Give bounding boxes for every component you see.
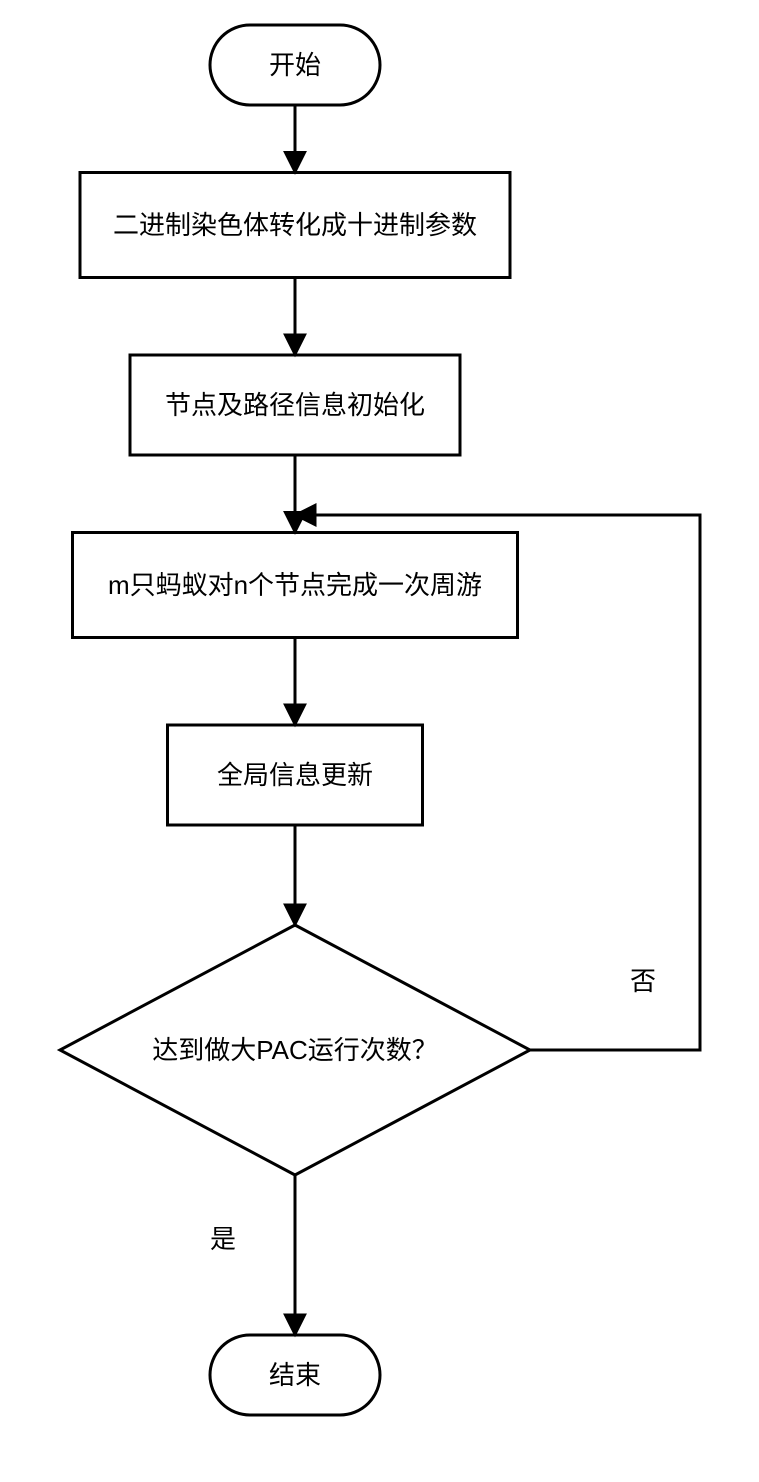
update-label: 全局信息更新: [217, 760, 373, 790]
edge-label-decide-end: 是: [210, 1224, 236, 1254]
decide-label: 达到做大PAC运行次数？: [152, 1035, 438, 1065]
end-label: 结束: [269, 1360, 321, 1390]
convert-label: 二进制染色体转化成十进制参数: [113, 210, 477, 240]
edge-label-decide-ants: 否: [630, 966, 656, 996]
ants-label: m只蚂蚁对n个节点完成一次周游: [108, 570, 482, 600]
start-label: 开始: [269, 50, 321, 80]
init-label: 节点及路径信息初始化: [165, 390, 425, 420]
flowchart-canvas: 是 否 开始二进制染色体转化成十进制参数节点及路径信息初始化 m只蚂蚁对n个节点完成一…: [0, 0, 759, 1482]
